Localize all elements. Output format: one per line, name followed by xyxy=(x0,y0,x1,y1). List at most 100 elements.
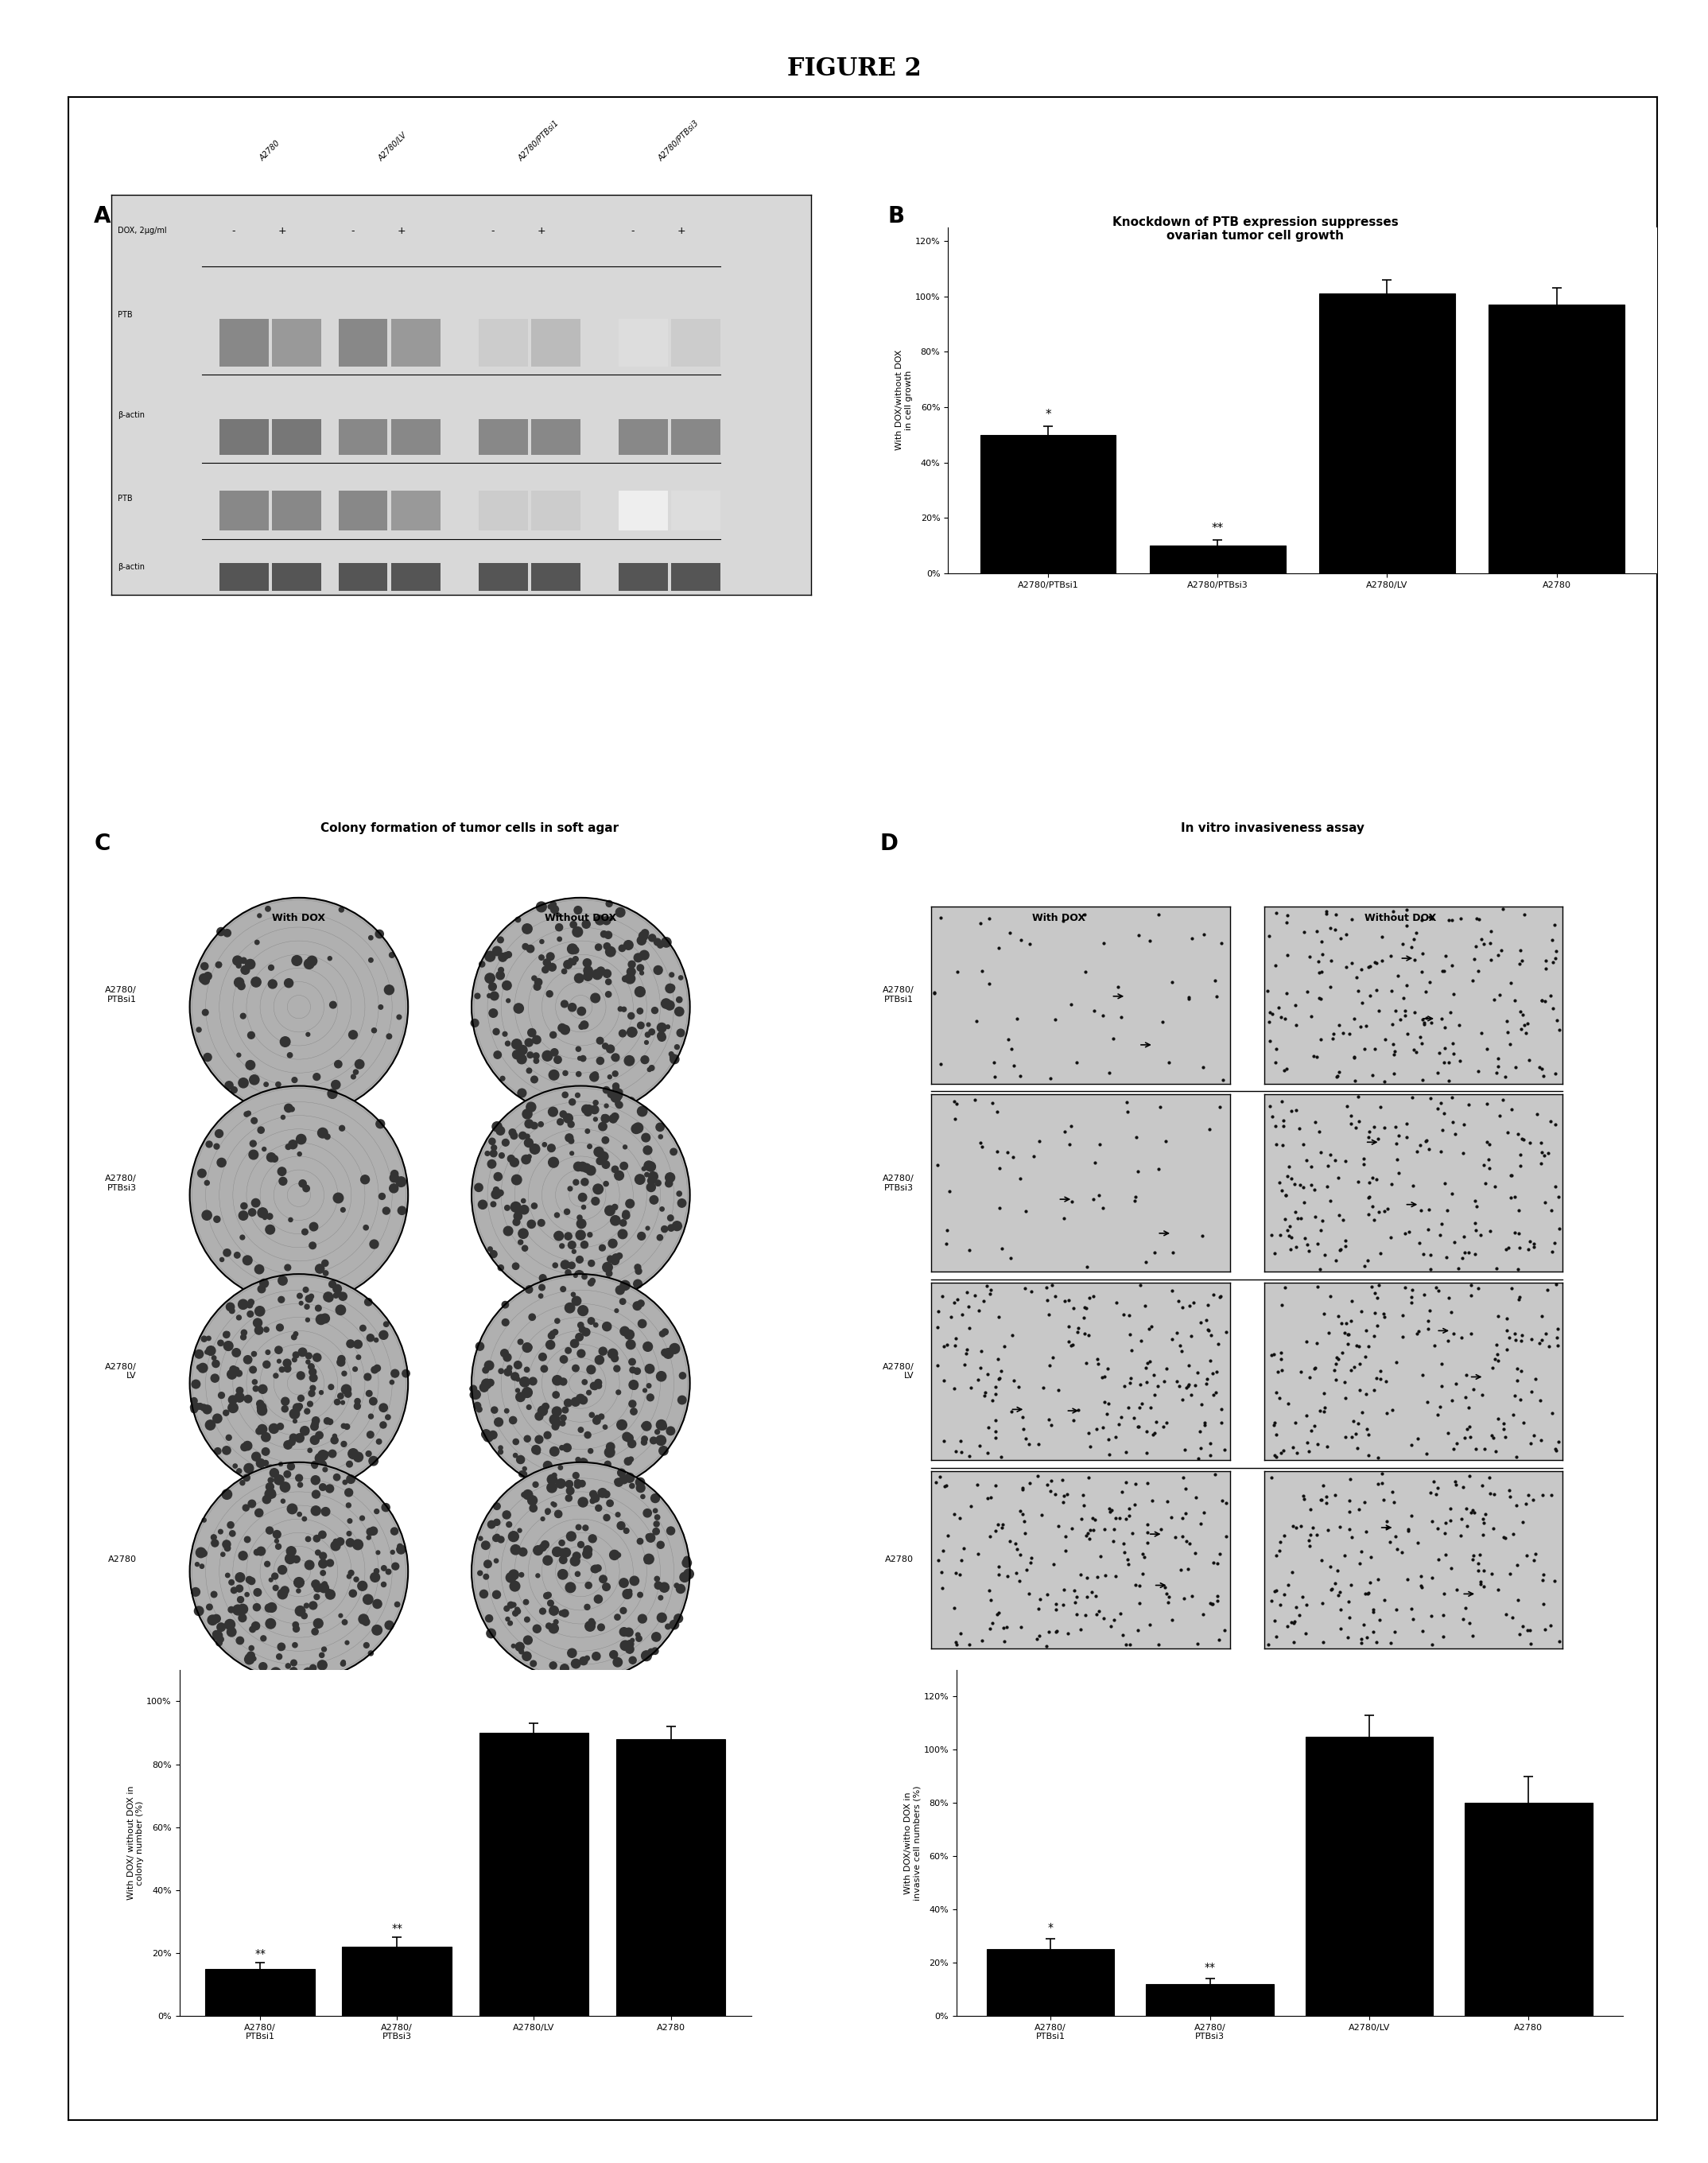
Point xyxy=(1377,1627,1404,1661)
Circle shape xyxy=(519,1205,529,1213)
Point xyxy=(1182,1479,1209,1514)
Circle shape xyxy=(659,1207,664,1211)
Point xyxy=(948,1423,975,1458)
Point xyxy=(1325,1056,1353,1090)
Point xyxy=(1083,1596,1110,1631)
Point xyxy=(1149,1410,1177,1445)
Circle shape xyxy=(229,1531,236,1536)
Circle shape xyxy=(202,1518,207,1523)
Point xyxy=(1042,1588,1069,1622)
Circle shape xyxy=(552,1464,559,1473)
Point xyxy=(1009,1497,1037,1531)
Point xyxy=(1489,1521,1517,1555)
Circle shape xyxy=(584,1107,591,1116)
Point xyxy=(1296,1518,1324,1553)
Circle shape xyxy=(675,1583,680,1588)
Point xyxy=(1271,1053,1298,1088)
Point xyxy=(1527,1146,1554,1181)
Point xyxy=(1327,1231,1354,1265)
Text: A2780/
LV: A2780/ LV xyxy=(104,1363,137,1380)
Point xyxy=(1261,1603,1288,1637)
Point xyxy=(1206,1622,1233,1657)
Circle shape xyxy=(676,1030,685,1036)
Circle shape xyxy=(545,1510,550,1514)
Point xyxy=(929,1534,956,1568)
Circle shape xyxy=(381,1581,386,1588)
Circle shape xyxy=(658,1614,666,1622)
Circle shape xyxy=(625,1473,634,1482)
Circle shape xyxy=(514,1211,523,1220)
Point xyxy=(1368,943,1395,978)
Circle shape xyxy=(273,1531,280,1538)
Circle shape xyxy=(229,1395,237,1404)
Circle shape xyxy=(511,1644,516,1648)
Circle shape xyxy=(591,993,600,1004)
Circle shape xyxy=(637,1538,642,1544)
Point xyxy=(1305,954,1332,988)
Circle shape xyxy=(664,1001,675,1010)
Circle shape xyxy=(555,913,560,917)
Point xyxy=(1095,1423,1122,1458)
Point xyxy=(1286,1598,1313,1633)
Circle shape xyxy=(617,1553,620,1557)
Circle shape xyxy=(598,1624,605,1631)
Point xyxy=(1392,908,1419,943)
Point xyxy=(1334,1088,1361,1123)
Circle shape xyxy=(576,1092,581,1097)
Circle shape xyxy=(606,991,611,997)
Circle shape xyxy=(307,1402,313,1406)
Point xyxy=(1011,1503,1038,1538)
Point xyxy=(1382,1614,1409,1648)
Circle shape xyxy=(560,1025,570,1034)
Circle shape xyxy=(471,898,690,1116)
Bar xyxy=(987,1949,1114,2016)
Point xyxy=(1153,1577,1180,1611)
Point xyxy=(1008,1471,1035,1505)
Circle shape xyxy=(314,1471,319,1475)
Circle shape xyxy=(494,1172,502,1181)
Circle shape xyxy=(512,1438,519,1445)
Circle shape xyxy=(540,939,543,943)
Circle shape xyxy=(567,1648,577,1657)
Point xyxy=(1539,991,1566,1025)
Point xyxy=(1363,945,1390,980)
Circle shape xyxy=(538,1293,543,1298)
Circle shape xyxy=(253,1319,261,1328)
Circle shape xyxy=(589,1278,594,1283)
Circle shape xyxy=(617,1419,627,1430)
Circle shape xyxy=(569,1099,576,1105)
Point xyxy=(1532,943,1559,978)
Circle shape xyxy=(364,1224,369,1231)
Circle shape xyxy=(266,1527,273,1534)
Circle shape xyxy=(195,1562,200,1566)
Circle shape xyxy=(304,1304,309,1309)
Circle shape xyxy=(608,1075,611,1079)
Point xyxy=(1310,1376,1337,1410)
Circle shape xyxy=(311,1436,319,1445)
Circle shape xyxy=(647,1023,651,1027)
Circle shape xyxy=(367,1335,374,1341)
Circle shape xyxy=(236,1573,244,1581)
Circle shape xyxy=(581,1484,586,1488)
Point xyxy=(1127,1386,1155,1421)
Point xyxy=(1455,1607,1483,1642)
Point xyxy=(1534,1272,1561,1306)
Point xyxy=(1091,1384,1119,1419)
Circle shape xyxy=(582,1328,589,1337)
Circle shape xyxy=(224,1248,231,1257)
Point xyxy=(1465,1553,1493,1588)
Circle shape xyxy=(304,1560,314,1570)
Circle shape xyxy=(642,1436,647,1443)
Circle shape xyxy=(552,1501,555,1505)
Circle shape xyxy=(355,1399,360,1404)
Point xyxy=(1428,1348,1455,1382)
Point xyxy=(1255,1004,1283,1038)
Circle shape xyxy=(366,1451,371,1456)
Circle shape xyxy=(642,1421,651,1430)
Bar xyxy=(618,420,668,454)
Point xyxy=(1199,1356,1226,1391)
Point xyxy=(1339,1283,1366,1317)
Circle shape xyxy=(565,1274,574,1283)
Circle shape xyxy=(611,1114,618,1120)
Point xyxy=(1059,1512,1086,1547)
